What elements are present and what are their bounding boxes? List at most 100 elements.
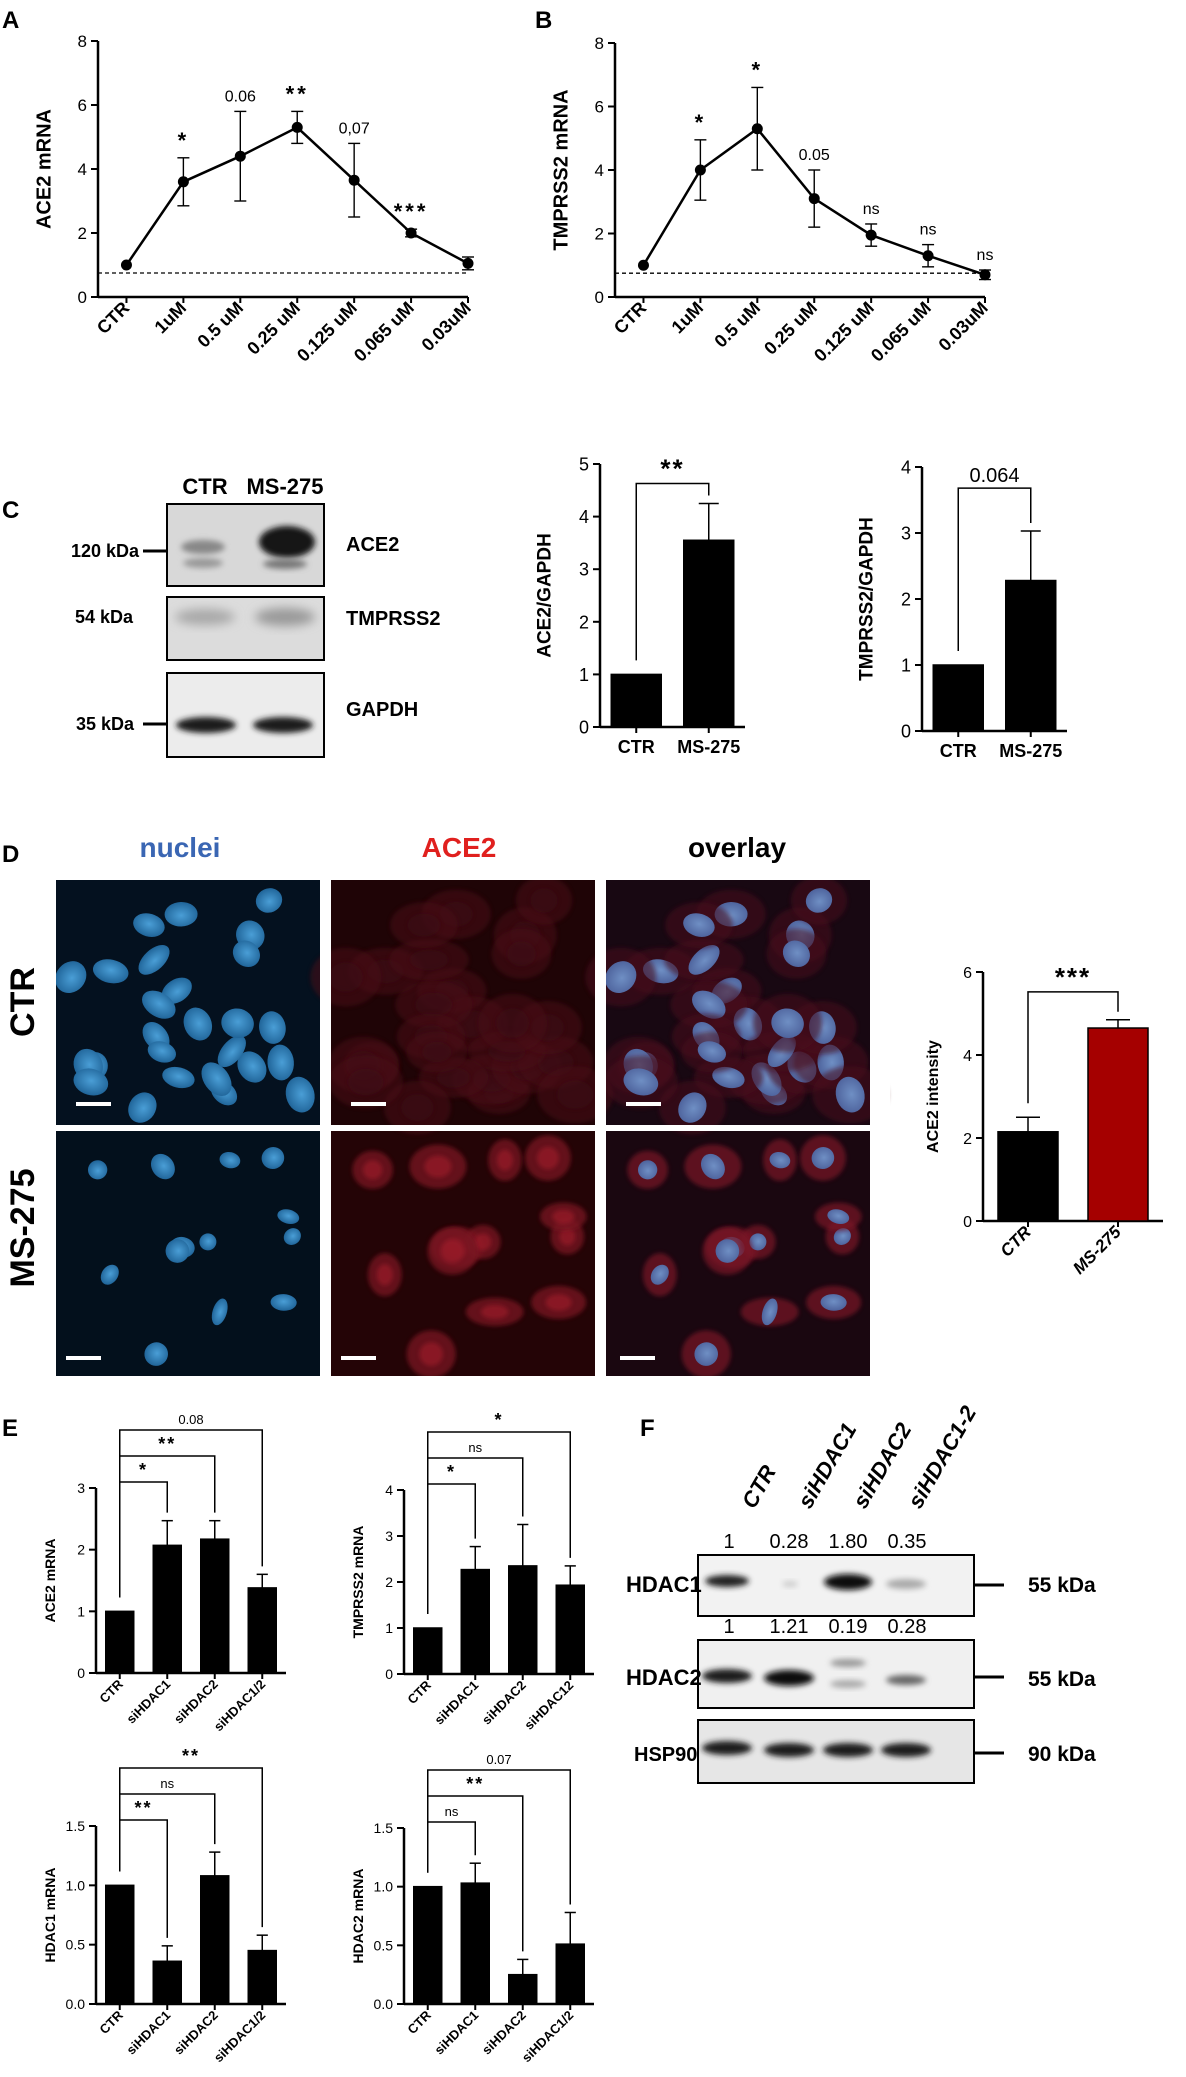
overlay-nucleus: [688, 944, 720, 975]
significance-label: ***: [1055, 962, 1091, 992]
y-tick-label: 1: [385, 1620, 393, 1636]
nucleus: [147, 1041, 177, 1063]
y-tick-label: 5: [579, 454, 589, 474]
ace2-signal: [419, 1342, 443, 1366]
blot-f-hdac1-quant: 0.35: [888, 1531, 927, 1553]
micro-col-overlay: overlay: [688, 832, 786, 863]
x-tick-label: siHDAC2: [479, 2008, 529, 2058]
bar: [555, 1943, 585, 2005]
significance-label: 0.07: [486, 1752, 511, 1767]
blot-c-tmprss2-box: [166, 596, 325, 661]
data-point: [808, 193, 820, 205]
scale-bar: [620, 1356, 655, 1360]
blot-f-hdac1-quant: 1.80: [829, 1531, 868, 1553]
annotation: 0.06: [225, 88, 256, 105]
nucleus: [277, 1209, 300, 1224]
bar: [683, 539, 735, 728]
data-point: [462, 257, 474, 269]
ace2-signal: [410, 949, 448, 971]
overlay-nucleus: [835, 1076, 865, 1113]
band: [181, 540, 225, 554]
y-tick-label: 6: [595, 98, 604, 117]
overlay-nucleus: [678, 1092, 707, 1123]
annotation: *: [752, 57, 764, 82]
data-point: [234, 150, 246, 162]
y-tick-label: 0.0: [374, 1996, 394, 2012]
scale-bar: [341, 1356, 376, 1360]
y-tick-label: 0.0: [66, 1996, 86, 2012]
annotation: 0,07: [339, 120, 370, 137]
overlay-nucleus: [697, 1041, 727, 1063]
band: [886, 1675, 926, 1685]
ace2-signal: [422, 1041, 452, 1063]
panel-label-e: E: [2, 1415, 18, 1442]
band: [176, 717, 236, 733]
blot-f-protein-hdac2: HDAC2: [626, 1665, 702, 1690]
panel-gutter: [40, 1376, 880, 1390]
blot-f-size-hdac1: 55 kDa: [1028, 1574, 1096, 1597]
nucleus: [267, 1044, 294, 1081]
x-tick-label: siHDAC1/2: [211, 2008, 269, 2066]
panel-label-c: C: [2, 497, 19, 524]
band: [764, 1670, 814, 1686]
bar: [413, 1885, 443, 2005]
nucleus: [164, 901, 198, 927]
nucleus: [138, 944, 170, 975]
nucleus: [211, 1298, 228, 1326]
y-tick-label: 8: [78, 32, 87, 51]
blot-c-protein-gapdh: GAPDH: [346, 699, 418, 721]
y-tick-label: 1.5: [374, 1820, 394, 1836]
y-tick-label: 0: [579, 717, 589, 737]
blot-f-hdac2-quant: 0.28: [888, 1616, 927, 1638]
blot-f-protein-hsp90: HSP90: [634, 1744, 697, 1766]
bar: [460, 1882, 490, 2005]
chart-c-tmprss2-gapdh: 0 1 2 3 4 TMPRSS2/GAPDH CTR MS-275 0.064: [856, 457, 1067, 761]
blot-f-hdac1-quant: 0.28: [770, 1531, 809, 1553]
y-tick-label: 1: [77, 1603, 85, 1619]
data-point: [865, 229, 877, 241]
overlay-nucleus: [692, 990, 726, 1019]
x-tick-label: MS-275: [677, 737, 740, 757]
data-point: [348, 174, 360, 186]
data-point: [979, 269, 991, 281]
panel-gutter: [40, 870, 880, 880]
x-tick-label: siHDAC1: [123, 1677, 173, 1727]
x-tick-label: CTR: [96, 2007, 126, 2037]
overlay-nucleus: [833, 1228, 851, 1246]
blot-c-protein-tmprss2: TMPRSS2: [346, 608, 440, 630]
data-point: [751, 123, 763, 135]
nucleus: [232, 940, 260, 968]
overlay-nucleus: [811, 1147, 835, 1170]
ace2-signal: [401, 1094, 434, 1121]
micro-cells: [40, 870, 890, 1390]
significance-bracket: [635, 482, 710, 661]
ace2-signal: [474, 1233, 492, 1251]
panel-label-a: A: [2, 7, 19, 34]
nucleus: [165, 1239, 190, 1263]
blot-c-size-ace2: 120 kDa: [71, 541, 140, 561]
bar: [200, 1875, 230, 2005]
band: [263, 559, 307, 569]
nucleus: [217, 1035, 246, 1068]
annotation: ns: [863, 201, 880, 218]
significance-label: **: [660, 453, 684, 483]
bar: [1087, 1027, 1149, 1222]
significance-label: ns: [160, 1776, 174, 1791]
data-point: [694, 164, 706, 176]
data-point: [922, 250, 934, 262]
x-tick-label: CTR: [404, 1677, 434, 1707]
y-tick-label: 4: [963, 1048, 972, 1065]
x-tick-label: CTR: [940, 741, 977, 761]
ace2-signal: [507, 941, 536, 967]
y-tick-label: 3: [579, 560, 589, 580]
y-tick-label: 2: [963, 1131, 972, 1148]
x-tick-label: CTR: [96, 1676, 126, 1706]
x-tick-label: CTR: [404, 2007, 434, 2037]
y-tick-label: 6: [963, 965, 972, 982]
band: [881, 1743, 931, 1757]
annotation: *: [178, 128, 190, 153]
ace2-signal: [328, 962, 363, 992]
y-tick-label: 4: [579, 507, 589, 527]
